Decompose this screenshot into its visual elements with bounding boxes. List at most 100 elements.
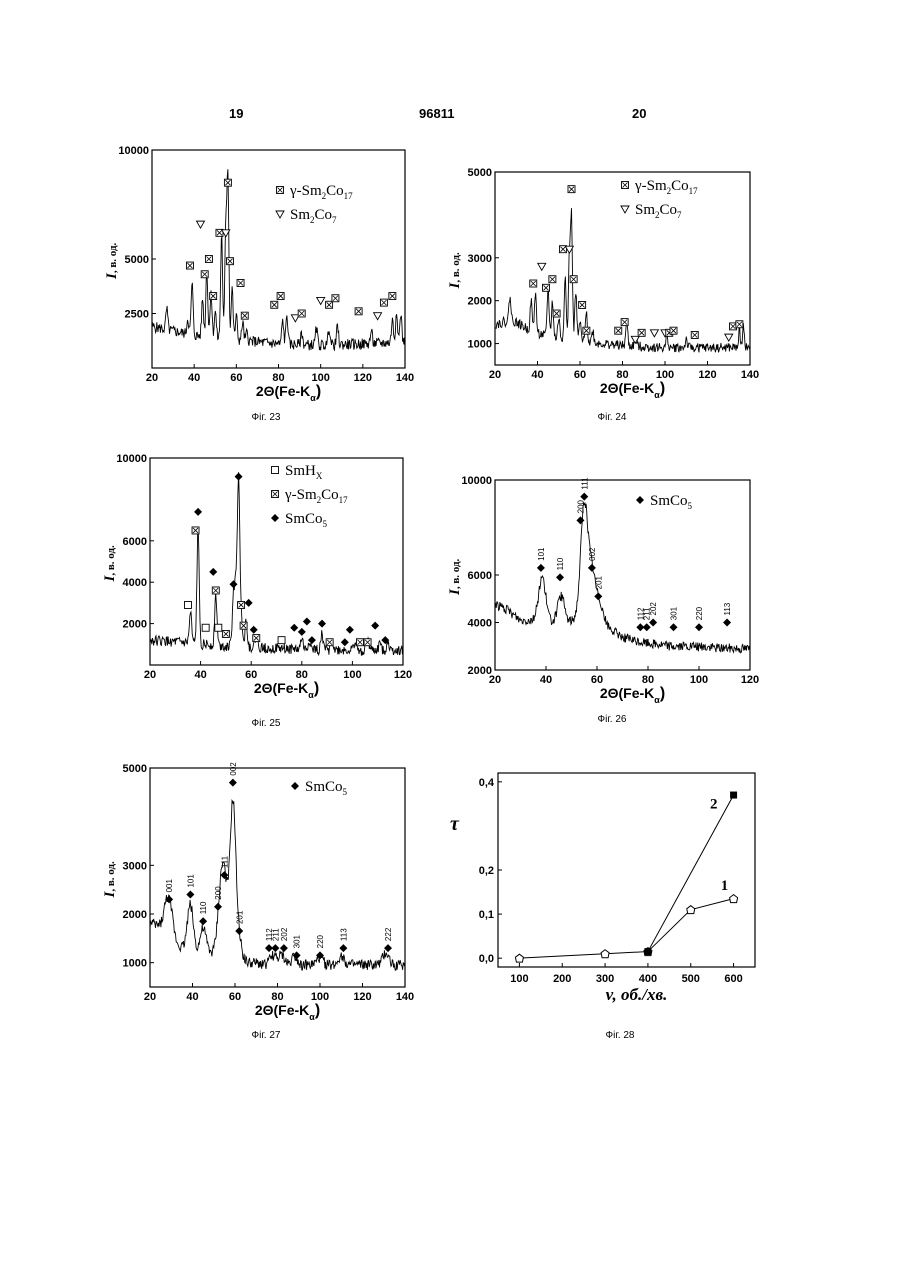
fig1-marker-xbox (579, 301, 586, 308)
fig2-y-tick-label: 2000 (123, 619, 147, 631)
fig0-legend-entry: Sm2Co7 (290, 207, 337, 225)
fig1-marker-xbox (670, 327, 677, 334)
fig3-hkl-label: 301 (670, 606, 679, 620)
fig4-hkl-label: 301 (293, 934, 302, 948)
fig3-x-tick-label: 40 (540, 674, 552, 686)
fig5-series-1-point (687, 906, 695, 914)
fig2-legend-marker-box (272, 467, 279, 474)
fig2-marker-diamond (245, 599, 253, 607)
fig5-x-tick-label: 200 (553, 973, 571, 985)
fig3-hkl-label: 110 (556, 557, 565, 570)
fig0-marker-xbox (355, 308, 362, 315)
fig3-y-tick-label: 2000 (468, 665, 492, 677)
fig2-legend-entry: SmCo5 (285, 511, 328, 529)
fig2-marker-diamond (346, 626, 354, 634)
fig3-plot-frame (495, 480, 750, 670)
fig1-marker-xbox (691, 331, 698, 338)
fig2-x-tick-label: 100 (343, 669, 361, 681)
fig0-marker-xbox (326, 301, 333, 308)
fig3-marker-diamond (576, 516, 584, 524)
fig3-y-axis-label: I, в. од. (447, 558, 463, 596)
fig0-marker-xbox (271, 301, 278, 308)
fig0-marker-xbox (227, 258, 234, 265)
fig5-series-2-line (648, 795, 734, 952)
fig4-x-tick-label: 120 (353, 991, 371, 1003)
fig0-marker-xbox (277, 293, 284, 300)
fig2-marker-xbox (192, 527, 199, 534)
fig2-marker-diamond (298, 628, 306, 636)
fig3-diffraction-pattern (495, 503, 750, 653)
fig2-marker-diamond (194, 508, 202, 516)
fig2-y-tick-label: 10000 (116, 453, 147, 465)
figure-26-caption: Фіг. 26 (582, 714, 642, 725)
fig1-marker-xbox (621, 319, 628, 326)
fig0-marker-xbox (237, 279, 244, 286)
fig1-x-tick-label: 40 (531, 369, 543, 381)
fig2-legend-marker-xbox (272, 491, 279, 498)
fig2-marker-diamond (229, 580, 237, 588)
fig1-legend-marker-xbox (622, 182, 629, 189)
fig3-marker-diamond (723, 619, 731, 627)
fig1-x-tick-label: 20 (489, 369, 501, 381)
fig4-y-axis-label: I, в. од. (102, 861, 118, 899)
fig4-y-tick-label: 3000 (123, 860, 147, 872)
fig1-marker-xbox (543, 284, 550, 291)
fig2-marker-diamond (308, 636, 316, 644)
fig4-marker-diamond (214, 903, 222, 911)
fig1-legend-entry: γ-Sm2Co17 (634, 178, 698, 196)
fig4-x-tick-label: 40 (186, 991, 198, 1003)
fig3-hkl-label: 201 (594, 575, 603, 589)
fig2-marker-diamond (341, 638, 349, 646)
fig2-marker-diamond (303, 618, 311, 626)
page-header-right: 20 (632, 106, 646, 121)
fig4-marker-diamond (293, 951, 301, 959)
figure-27-caption: Фіг. 27 (236, 1030, 296, 1041)
fig2-marker-box (278, 637, 285, 644)
fig0-marker-triangle (196, 221, 204, 228)
figure-28-caption: Фіг. 28 (590, 1030, 650, 1041)
fig1-x-tick-label: 120 (698, 369, 716, 381)
fig4-marker-diamond (384, 944, 392, 952)
fig4-hkl-label: 202 (280, 927, 289, 941)
fig0-x-tick-label: 60 (230, 372, 242, 384)
fig3-hkl-label: 101 (537, 547, 546, 561)
fig2-diffraction-pattern (150, 472, 403, 656)
fig4-marker-diamond (339, 944, 347, 952)
fig5-y-tick-label: 0,0 (479, 953, 494, 965)
fig5-x-tick-label: 400 (639, 973, 657, 985)
fig0-legend-marker-triangle (276, 211, 284, 218)
fig3-marker-diamond (643, 623, 651, 631)
fig4-x-axis-label: 2Θ(Fe-Kα) (255, 1002, 320, 1022)
fig2-marker-xbox (253, 635, 260, 642)
fig2-marker-diamond (318, 620, 326, 628)
fig0-marker-triangle (317, 297, 325, 304)
figure-28-tau-chart: 1002003004005006000,00,10,20,4τv, об./хв… (440, 755, 770, 1030)
fig2-marker-diamond (235, 473, 243, 481)
fig2-y-tick-label: 4000 (123, 577, 147, 589)
fig3-marker-diamond (580, 493, 588, 501)
fig1-marker-xbox (553, 310, 560, 317)
fig1-y-tick-label: 2000 (468, 296, 492, 308)
fig4-hkl-label: 111 (220, 855, 229, 868)
fig5-y-tick-label: 0,2 (479, 865, 494, 877)
fig4-hkl-label: 201 (235, 910, 244, 924)
fig5-series-1-point (515, 954, 523, 962)
fig0-y-tick-label: 5000 (125, 254, 149, 266)
fig4-hkl-label: 001 (165, 879, 174, 893)
figure-25-xrd-chart: 2040608010012020004000600010000I, в. од.… (100, 445, 430, 715)
fig3-hkl-label: 111 (580, 477, 589, 490)
fig0-marker-xbox (201, 271, 208, 278)
fig0-legend-entry: γ-Sm2Co17 (289, 183, 353, 201)
figure-24-xrd-chart: 204060801001201401000200030005000I, в. о… (445, 160, 775, 410)
fig2-y-tick-label: 6000 (123, 536, 147, 548)
fig1-x-axis-label: 2Θ(Fe-Kα) (600, 380, 665, 400)
fig1-marker-xbox (583, 327, 590, 334)
fig2-marker-xbox (356, 639, 363, 646)
fig1-legend-marker-triangle (621, 206, 629, 213)
fig3-marker-diamond (556, 573, 564, 581)
fig2-marker-box (184, 601, 191, 608)
fig4-hkl-label: 220 (316, 934, 325, 948)
fig4-legend-entry: SmCo5 (305, 779, 348, 797)
fig3-hkl-label: 002 (588, 547, 597, 561)
figure-24-caption: Фіг. 24 (582, 412, 642, 423)
